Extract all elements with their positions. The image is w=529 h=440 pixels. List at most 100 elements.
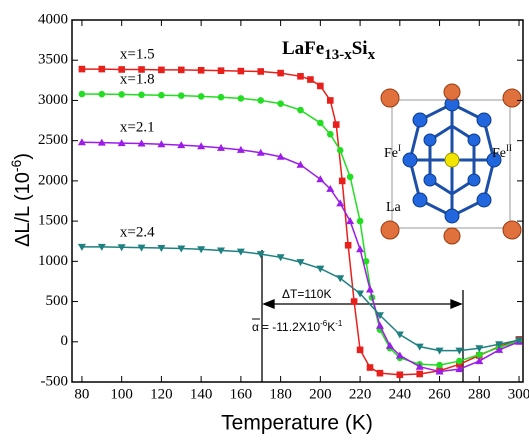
marker: [347, 174, 354, 181]
marker: [257, 97, 264, 104]
x-tick-label: 120: [150, 386, 173, 402]
inset-atom: [403, 153, 417, 167]
marker: [345, 242, 352, 249]
title-sub: x: [368, 47, 376, 63]
x-tick-label: 160: [230, 386, 253, 402]
alpha-part: = -11.2X10: [262, 320, 320, 334]
marker: [333, 121, 340, 128]
marker: [376, 322, 384, 329]
y-tick-label: 0: [61, 333, 69, 349]
marker: [327, 97, 334, 104]
y-label-part: ΔL/L (10: [12, 172, 34, 247]
marker: [218, 94, 225, 101]
x-tick-label: 240: [389, 386, 412, 402]
inset-la-atom: [381, 89, 399, 107]
x-tick-label: 300: [508, 386, 529, 402]
inset-atom: [477, 113, 491, 127]
marker: [317, 83, 324, 90]
inset-label: FeI: [384, 143, 401, 161]
inset-label-sup: II: [506, 143, 512, 153]
series-label: x=1.5: [120, 47, 155, 63]
inset-label-sup: I: [398, 143, 401, 153]
y-tick-label: 3500: [38, 52, 68, 68]
y-tick-label: 1000: [38, 253, 68, 269]
marker: [357, 218, 364, 225]
marker: [316, 266, 324, 273]
inset-label: FeII: [492, 143, 512, 161]
series-label: x=2.1: [120, 120, 155, 136]
inset-atom: [468, 134, 480, 146]
marker: [456, 358, 463, 365]
series-label: x=2.4: [120, 224, 155, 240]
y-axis-label: ΔL/L (10-6): [8, 153, 35, 247]
inset-atom: [468, 174, 480, 186]
inset-atom: [424, 134, 436, 146]
y-tick-label: 1500: [38, 213, 68, 229]
delta-t-marker: [262, 250, 463, 382]
delta-t-label: ΔT=110K: [282, 287, 332, 301]
alpha-label: α= -11.2X10-6K-1: [252, 319, 343, 334]
marker: [277, 70, 284, 77]
marker: [198, 67, 205, 74]
alpha-sup: -1: [335, 319, 343, 328]
arrow-head: [264, 300, 274, 308]
x-tick-label: 280: [468, 386, 491, 402]
y-tick-label: 2500: [38, 132, 68, 148]
chart-title: LaFe13-xSix: [282, 38, 376, 63]
inset-la-atom: [503, 221, 521, 239]
x-axis-label: Temperature (K): [221, 412, 373, 435]
x-tick-label: 220: [349, 386, 372, 402]
x-tick-label: 260: [428, 386, 451, 402]
marker: [99, 91, 106, 98]
title-sub: 13-x: [324, 47, 352, 63]
inset-la-atom: [444, 228, 460, 244]
inset-atom: [445, 209, 459, 223]
marker: [99, 66, 106, 73]
inset-la-atom: [503, 89, 521, 107]
marker: [339, 178, 346, 185]
marker: [317, 120, 324, 127]
marker: [277, 100, 284, 107]
marker: [138, 92, 145, 99]
inset-structure: [381, 84, 521, 244]
alpha-part: α: [252, 320, 259, 334]
marker: [238, 68, 245, 75]
marker: [198, 93, 205, 100]
marker: [366, 285, 374, 292]
inset-atom: [424, 174, 436, 186]
marker: [337, 147, 344, 154]
marker: [178, 92, 185, 99]
inset-label-part: Fe: [492, 146, 506, 161]
alpha-part: K: [327, 320, 335, 334]
marker: [377, 370, 384, 377]
title-part: Si: [352, 38, 368, 59]
y-tick-label: 4000: [38, 11, 68, 27]
arrow-head: [451, 300, 461, 308]
inset-atom: [413, 193, 427, 207]
marker: [327, 131, 334, 138]
marker: [396, 332, 404, 339]
y-tick-label: -500: [41, 373, 69, 389]
inset-atom: [413, 113, 427, 127]
marker: [351, 298, 358, 305]
inset-atom: [477, 193, 491, 207]
marker: [307, 76, 314, 83]
title-part: LaFe: [282, 38, 324, 59]
marker: [158, 92, 165, 99]
marker: [356, 245, 364, 252]
chart: LaFe13-xSix Temperature (K) ΔL/L (10-6) …: [0, 0, 529, 440]
marker: [346, 217, 354, 224]
marker: [118, 91, 125, 98]
x-tick-label: 180: [269, 386, 292, 402]
inset-la-atom: [381, 221, 399, 239]
inset-label: La: [386, 200, 402, 215]
marker: [79, 66, 86, 73]
inset-label-part: Fe: [384, 146, 398, 161]
marker: [297, 73, 304, 80]
marker: [357, 347, 364, 354]
inset-center-atom: [445, 153, 459, 167]
y-label-part: ): [12, 153, 34, 160]
x-tick-label: 100: [110, 386, 133, 402]
marker: [416, 371, 423, 378]
x-tick-label: 80: [74, 386, 89, 402]
